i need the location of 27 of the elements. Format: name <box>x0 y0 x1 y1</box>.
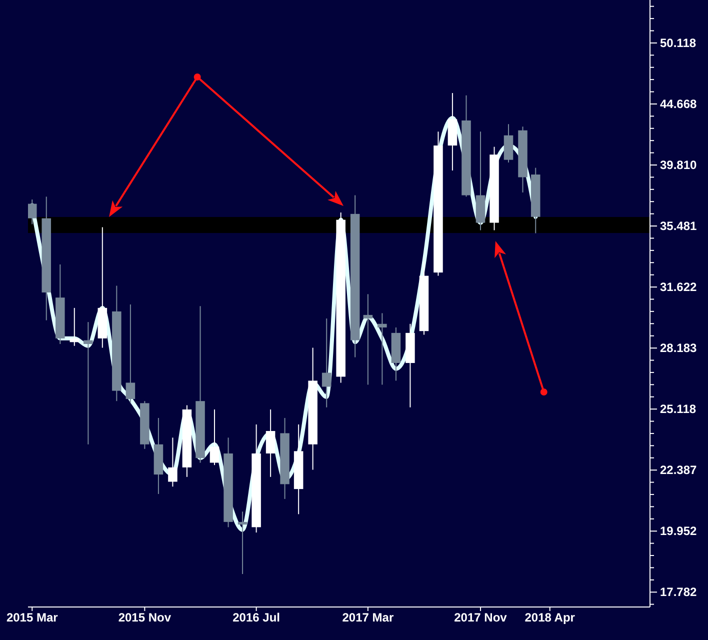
x-tick-label: 2018 Apr <box>524 610 576 625</box>
y-tick-label: 44.668 <box>660 96 698 111</box>
candlestick <box>378 312 387 386</box>
y-tick-label: 25.118 <box>660 402 696 416</box>
x-tick-label: 2015 Nov <box>118 610 172 625</box>
x-tick-label: 2017 Nov <box>454 610 508 625</box>
y-tick-label: 28.183 <box>660 341 698 356</box>
candlestick <box>210 408 220 466</box>
candlestick <box>363 294 373 386</box>
candlestick <box>238 511 248 575</box>
y-tick-label: 50.118 <box>660 36 696 50</box>
candlestick <box>28 199 37 225</box>
y-tick-label: 31.622 <box>660 280 698 294</box>
x-tick-label: 2015 Mar <box>6 610 58 625</box>
y-tick-label: 39.810 <box>660 158 698 172</box>
y-tick-label: 17.782 <box>660 585 698 600</box>
y-tick-label: 22.387 <box>660 463 698 478</box>
candlestick <box>70 307 80 346</box>
y-tick-label: 35.481 <box>660 219 698 234</box>
candlestick <box>266 408 276 478</box>
candlestick <box>322 318 332 408</box>
x-tick-label: 2016 Jul <box>232 610 280 625</box>
candlestick <box>126 304 136 404</box>
candlestick <box>84 322 93 445</box>
y-tick-label: 19.952 <box>660 524 698 538</box>
candlestick <box>168 437 178 488</box>
x-tick-label: 2017 Mar <box>342 610 394 625</box>
